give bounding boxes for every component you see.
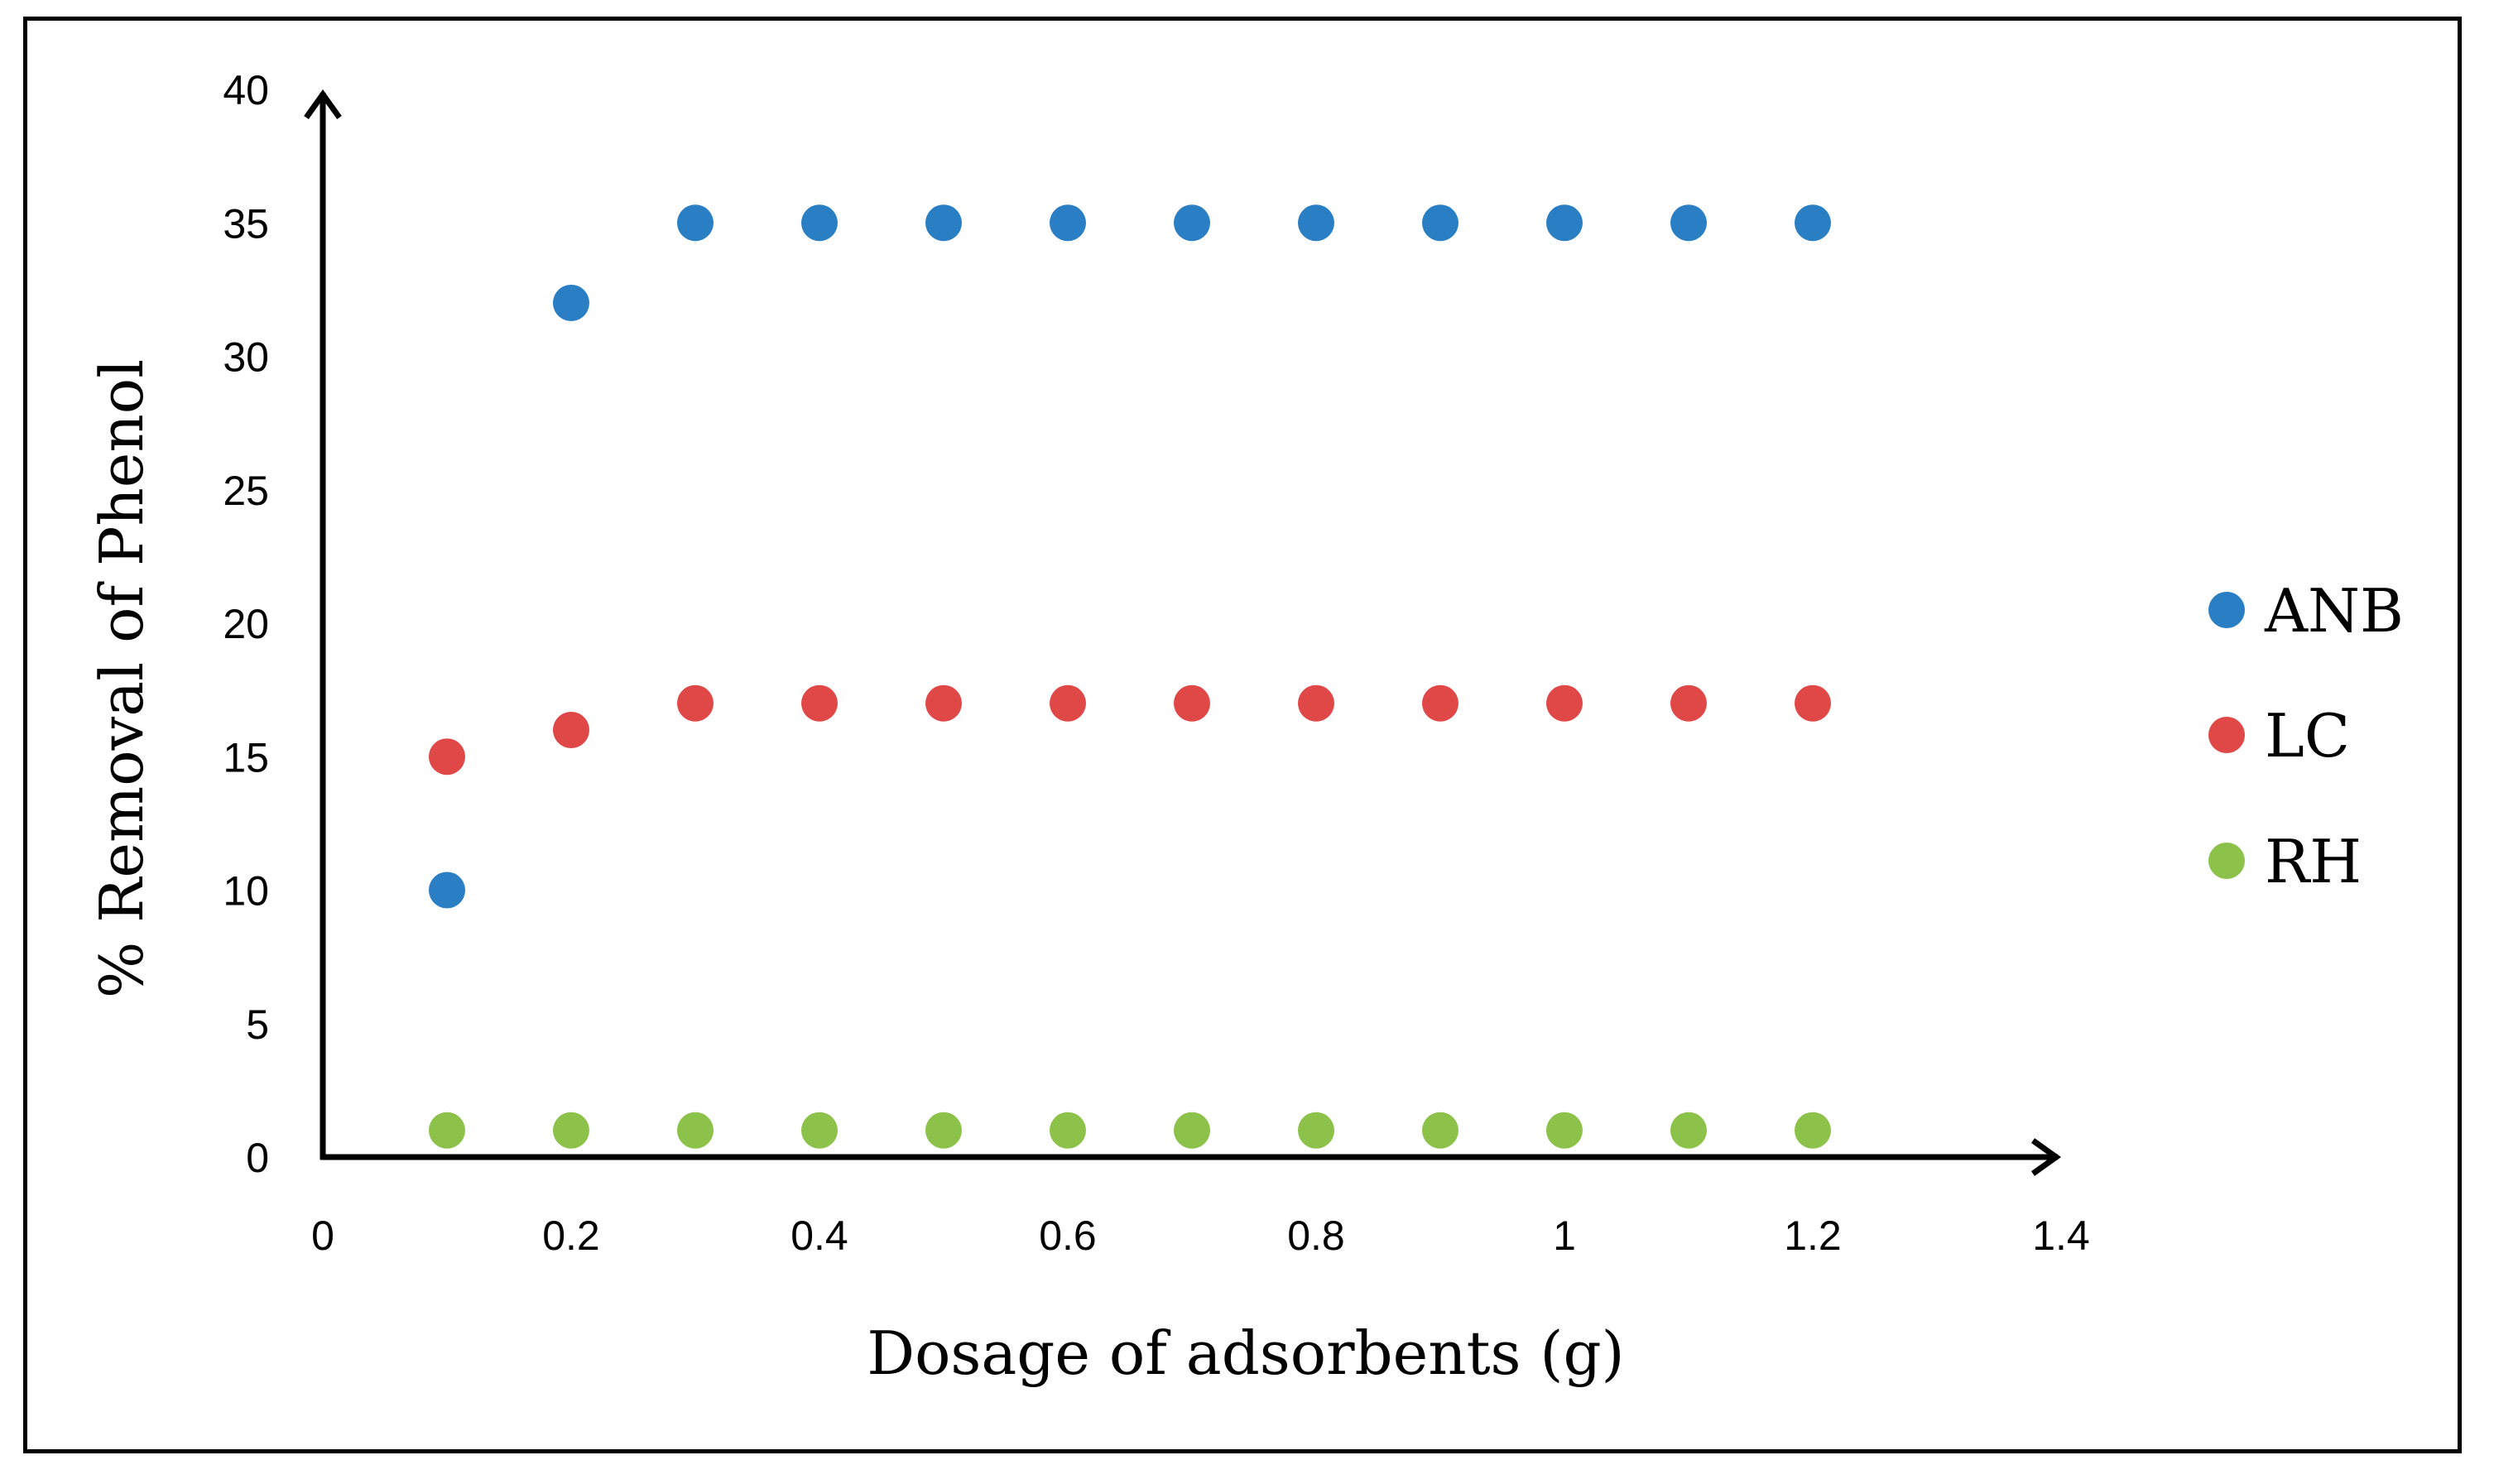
- data-point-rh: [1174, 1112, 1210, 1149]
- y-tick-label: 0: [246, 1135, 269, 1181]
- data-point-lc: [801, 684, 838, 722]
- x-axis-arrowhead: [2030, 1138, 2062, 1176]
- x-tick-label: 0: [311, 1213, 334, 1259]
- x-tick-labels: 0 0.2 0.4 0.6 0.8 1 1.2 1.4: [311, 1213, 2090, 1259]
- data-point-lc: [1050, 684, 1086, 722]
- legend-marker: [2208, 843, 2245, 879]
- y-axis-title: % Removal of Phenol: [87, 359, 156, 998]
- data-point-anb: [1795, 204, 1831, 242]
- data-point-anb: [1422, 204, 1458, 242]
- chart-frame: [23, 17, 2462, 1453]
- y-tick-label: 40: [223, 67, 269, 113]
- y-tick-label: 15: [223, 734, 269, 780]
- x-tick-label: 1.4: [2032, 1213, 2090, 1259]
- legend-item-anb: ANB: [2208, 576, 2404, 646]
- x-axis-title: Dosage of adsorbents (g): [867, 1318, 1624, 1388]
- y-axis-arrowhead: [304, 89, 342, 120]
- legend-label: RH: [2265, 827, 2362, 896]
- x-tick-label: 0.4: [790, 1213, 848, 1259]
- legend-marker: [2208, 592, 2245, 628]
- x-tick-label: 0.8: [1287, 1213, 1345, 1259]
- x-tick-label: 1.2: [1784, 1213, 1842, 1259]
- y-tick-label: 30: [223, 334, 269, 381]
- data-point-anb: [1050, 204, 1086, 242]
- data-point-lc: [429, 738, 465, 776]
- y-tick-label: 10: [223, 868, 269, 915]
- legend-item-rh: RH: [2208, 827, 2362, 896]
- legend: ANB LC RH: [2208, 576, 2404, 896]
- data-point-anb: [1298, 204, 1334, 242]
- x-tick-label: 0.6: [1039, 1213, 1097, 1259]
- data-point-rh: [1670, 1112, 1707, 1149]
- data-point-rh: [429, 1112, 465, 1149]
- data-point-anb: [801, 204, 838, 242]
- data-point-anb: [1670, 204, 1707, 242]
- data-point-rh: [677, 1112, 714, 1149]
- y-tick-label: 35: [223, 200, 269, 247]
- data-point-lc: [1174, 684, 1210, 722]
- data-point-lc: [1670, 684, 1707, 722]
- data-point-rh: [1546, 1112, 1583, 1149]
- y-tick-label: 5: [246, 1001, 269, 1048]
- legend-item-lc: LC: [2208, 701, 2350, 771]
- data-point-rh: [1795, 1112, 1831, 1149]
- x-tick-label: 0.2: [542, 1213, 600, 1259]
- data-point-lc: [1546, 684, 1583, 722]
- data-point-rh: [1422, 1112, 1458, 1149]
- data-point-rh: [801, 1112, 838, 1149]
- data-point-anb: [1174, 204, 1210, 242]
- y-tick-label: 25: [223, 468, 269, 514]
- data-point-lc: [1422, 684, 1458, 722]
- legend-label: ANB: [2264, 576, 2404, 646]
- data-point-anb: [1546, 204, 1583, 242]
- data-point-rh: [925, 1112, 962, 1149]
- data-point-anb: [925, 204, 962, 242]
- data-point-anb: [553, 285, 589, 321]
- y-tick-label: 20: [223, 601, 269, 647]
- data-point-rh: [1298, 1112, 1334, 1149]
- legend-marker: [2208, 717, 2245, 753]
- data-point-lc: [1298, 684, 1334, 722]
- data-point-lc: [925, 684, 962, 722]
- data-point-lc: [553, 712, 589, 748]
- data-point-lc: [677, 684, 714, 722]
- data-points: [429, 204, 1831, 1149]
- x-tick-label: 1: [1553, 1213, 1576, 1259]
- data-point-lc: [1795, 684, 1831, 722]
- data-point-anb: [677, 204, 714, 242]
- y-tick-labels: 0 5 10 15 20 25 30 35 40: [223, 67, 269, 1181]
- data-point-rh: [1050, 1112, 1086, 1149]
- legend-label: LC: [2265, 701, 2350, 771]
- data-point-anb: [429, 872, 465, 909]
- data-point-rh: [553, 1112, 589, 1149]
